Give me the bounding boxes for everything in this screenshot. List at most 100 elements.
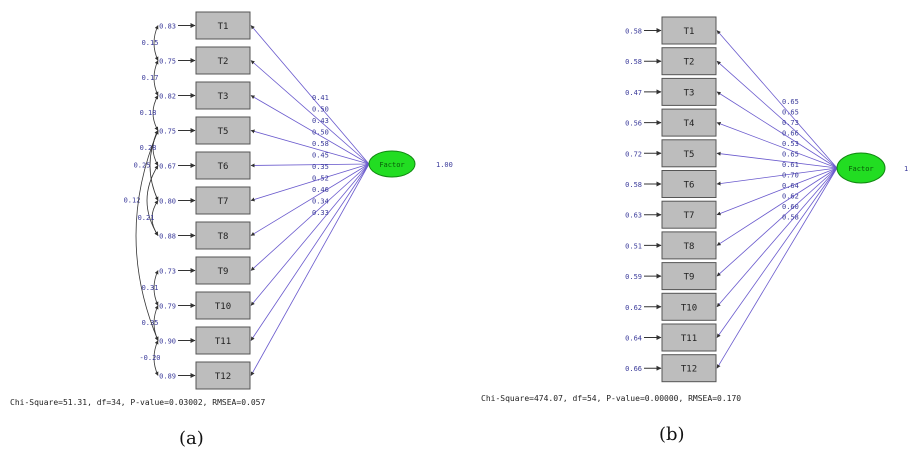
- caption-b: (b): [659, 424, 685, 445]
- indicator-label: T10: [681, 303, 697, 313]
- covariance-label: 0.35: [142, 319, 159, 327]
- indicator-box: [661, 262, 717, 291]
- error-variance-label: 0.56: [625, 120, 642, 128]
- indicator-box: [195, 46, 251, 75]
- covariance-label: 0.17: [142, 74, 159, 82]
- indicator-box: [661, 170, 717, 198]
- loading-path: [716, 30, 838, 169]
- indicator-box: [195, 151, 251, 180]
- indicator-box: [195, 81, 251, 110]
- indicator-label: T7: [218, 197, 229, 207]
- indicator-label: T10: [215, 302, 231, 312]
- loading-path: [250, 163, 370, 341]
- error-covariance-arc: [152, 95, 159, 131]
- loading-path: [250, 163, 370, 168]
- error-variance-label: 0.75: [159, 128, 176, 136]
- indicator-label: T12: [681, 365, 697, 375]
- indicator-box: [661, 108, 717, 137]
- loading-label: 0.46: [312, 186, 329, 194]
- loading-label: 0.65: [782, 98, 799, 106]
- loading-label: 0.43: [312, 117, 329, 125]
- loading-label: 0.52: [312, 175, 329, 183]
- loading-path: [250, 163, 370, 236]
- loading-path: [716, 167, 838, 216]
- indicator-label: T3: [684, 88, 695, 98]
- error-covariance-arc: [135, 130, 159, 341]
- error-variance-label: 0.59: [625, 273, 642, 281]
- indicator-label: T9: [684, 273, 695, 283]
- error-variance-label: 0.90: [159, 338, 176, 346]
- error-variance-label: 0.79: [159, 303, 176, 311]
- factor-variance-label: 1.00: [436, 161, 453, 169]
- indicator-box: [195, 11, 251, 40]
- covariance-label: -0.20: [139, 354, 160, 362]
- loading-label: 0.66: [782, 130, 799, 138]
- covariance-label: 0.12: [124, 197, 141, 205]
- loading-label: 0.45: [312, 152, 329, 160]
- loading-label: 0.73: [782, 119, 799, 127]
- loading-path: [716, 167, 838, 277]
- loading-label: 0.35: [312, 163, 329, 171]
- indicator-label: T8: [218, 232, 229, 242]
- error-variance-label: 0.72: [625, 150, 642, 158]
- indicator-box: [195, 291, 251, 320]
- indicator-label: T11: [215, 337, 231, 347]
- caption-a: (a): [179, 428, 204, 449]
- indicator-label: T8: [684, 242, 695, 252]
- error-variance-label: 0.82: [159, 93, 176, 101]
- indicator-box: [661, 139, 717, 168]
- error-covariance-arc: [153, 60, 159, 96]
- error-covariance-arc: [146, 165, 159, 236]
- loading-label: 0.61: [782, 161, 799, 169]
- loading-label: 0.34: [312, 198, 329, 206]
- loading-label: 0.50: [312, 129, 329, 137]
- loading-label: 0.33: [312, 209, 329, 217]
- loading-path: [250, 25, 370, 165]
- indicator-box: [661, 16, 717, 45]
- loading-path: [250, 163, 370, 306]
- indicator-label: T5: [218, 127, 229, 137]
- error-variance-label: 0.67: [159, 163, 176, 171]
- indicator-label: T1: [684, 27, 695, 37]
- loading-path: [250, 163, 370, 202]
- indicator-box: [195, 256, 251, 285]
- error-variance-label: 0.62: [625, 304, 642, 312]
- indicator-box: [661, 47, 717, 76]
- indicator-label: T9: [218, 267, 229, 277]
- loading-path: [250, 95, 370, 165]
- loading-label: 0.60: [782, 203, 799, 211]
- error-variance-label: 0.75: [159, 58, 176, 66]
- indicator-label: T11: [681, 334, 697, 344]
- covariance-label: 0.28: [140, 144, 157, 152]
- loading-path: [250, 163, 370, 271]
- loading-label: 0.50: [312, 106, 329, 114]
- indicator-box: [661, 292, 717, 321]
- latent-factor-label: Factor: [848, 165, 873, 173]
- panel-a-diagram: T1 0.83 T2 0.75 T3 0.82 T5 0.75 T6 0.67 T7 0.80 T8 0.…: [10, 11, 453, 407]
- latent-factor-ellipse: [368, 150, 416, 178]
- error-variance-label: 0.73: [159, 268, 176, 276]
- indicator-label: T3: [218, 92, 229, 102]
- loading-path: [250, 163, 370, 376]
- error-variance-label: 0.64: [625, 335, 642, 343]
- indicator-box: [195, 116, 251, 145]
- error-variance-label: 0.80: [159, 198, 176, 206]
- loading-label: 0.58: [782, 214, 799, 222]
- loading-label: 0.70: [782, 172, 799, 180]
- error-variance-label: 0.58: [625, 58, 642, 66]
- loading-path: [716, 151, 838, 169]
- indicator-label: T7: [684, 211, 695, 221]
- indicator-label: T12: [215, 372, 231, 382]
- loading-path: [250, 129, 370, 165]
- indicator-label: T6: [218, 162, 229, 172]
- latent-factor-label: Factor: [379, 161, 404, 169]
- error-variance-label: 0.58: [625, 181, 642, 189]
- indicator-box: [195, 361, 251, 390]
- loading-label: 0.41: [312, 94, 329, 102]
- loading-path: [716, 167, 838, 246]
- factor-variance-label: 1.: [904, 165, 910, 173]
- error-variance-label: 0.66: [625, 365, 642, 373]
- loading-label: 0.58: [312, 140, 329, 148]
- loading-path: [716, 122, 838, 169]
